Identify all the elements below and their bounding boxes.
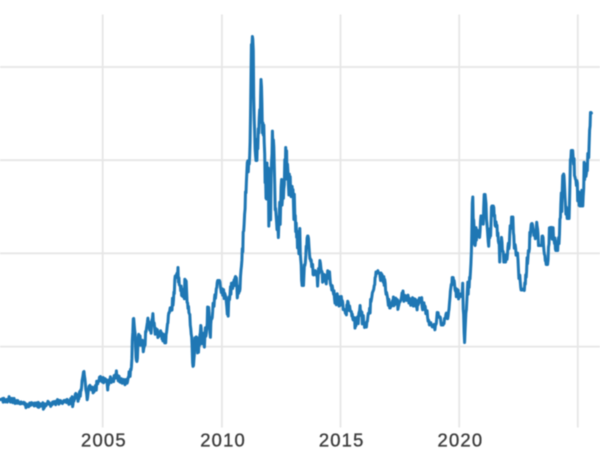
svg-text:2005: 2005 (81, 430, 127, 450)
svg-text:2020: 2020 (438, 430, 484, 450)
svg-text:2010: 2010 (200, 430, 246, 450)
svg-text:2015: 2015 (319, 430, 365, 450)
